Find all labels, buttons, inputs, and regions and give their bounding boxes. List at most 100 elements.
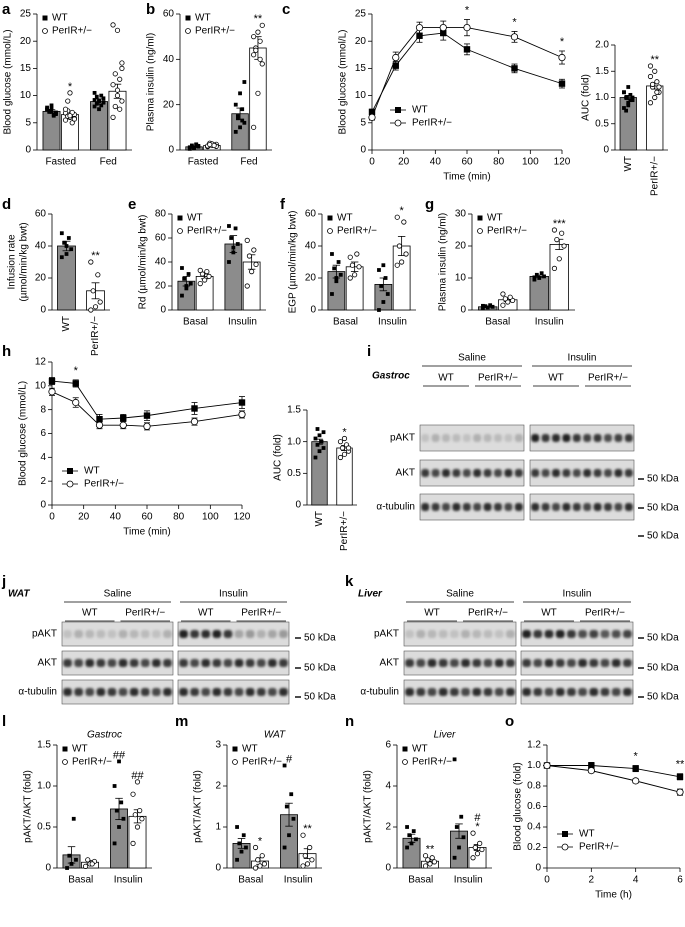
data-point: [463, 23, 471, 32]
x-tick-label: PerIR+/−: [90, 316, 101, 356]
x-tick-label: 100: [522, 157, 539, 168]
blot-band: [604, 469, 612, 477]
data-point: [199, 271, 206, 277]
data-point: [337, 454, 344, 461]
group-label: PerIR+/−: [468, 608, 508, 619]
blot-band: [163, 659, 172, 667]
data-point: [117, 825, 121, 829]
data-point: [319, 439, 324, 444]
blot-band: [522, 659, 531, 667]
y-tick-label: 40: [155, 257, 167, 268]
blot-band: [163, 688, 172, 696]
blot-band: [624, 503, 633, 511]
data-point: [94, 94, 99, 99]
data-point: [315, 442, 320, 447]
y-tick-label: 1.5: [595, 66, 609, 77]
data-point: [143, 422, 151, 430]
blot-band: [438, 688, 448, 696]
y-tick-label: 5: [360, 117, 366, 128]
blot-band: [583, 469, 592, 477]
data-point: [321, 430, 326, 435]
legend-marker: [561, 843, 569, 851]
significance: **: [426, 844, 435, 856]
y-tick-label: 1: [215, 822, 221, 833]
legend-label: WT: [187, 213, 203, 224]
data-point: [69, 862, 74, 866]
data-point: [628, 98, 633, 103]
blot-band: [279, 630, 288, 638]
x-axis-label: Time (min): [443, 172, 490, 183]
data-point: [246, 253, 253, 259]
y-tick-label: 10: [355, 90, 367, 101]
blot-band: [416, 630, 426, 638]
y-tick-label: 0: [40, 500, 46, 511]
significance: #: [286, 753, 293, 765]
blot-band: [494, 659, 504, 667]
data-point: [59, 255, 64, 260]
legend-marker: [62, 746, 68, 752]
data-point: [511, 65, 518, 72]
blot-band: [223, 630, 233, 638]
significance: **: [650, 54, 659, 66]
data-point: [112, 784, 117, 788]
blot-band: [421, 434, 430, 442]
x-tick-label: Fasted: [45, 157, 76, 168]
data-point: [336, 260, 341, 264]
blot-band: [472, 630, 482, 638]
blot-band: [578, 659, 587, 667]
blot-band: [593, 503, 602, 511]
y-tick-label: 0: [295, 500, 301, 511]
blot-band: [140, 630, 150, 638]
legend-marker: [327, 215, 333, 221]
blot-band: [190, 688, 199, 696]
data-point: [112, 103, 118, 110]
data-point: [257, 38, 263, 44]
x-tick-label: Fed: [240, 157, 257, 168]
data-point: [377, 308, 381, 312]
y-axis-label: Plasma insulin (ng/ml): [146, 33, 157, 131]
data-point: [97, 99, 101, 103]
panel-letter: m: [175, 713, 188, 730]
data-point: [561, 243, 567, 249]
blot-band: [494, 503, 502, 511]
legend-label: WT: [72, 744, 88, 755]
blot-band: [179, 688, 188, 696]
data-point: [235, 857, 239, 862]
y-tick-label: 0: [160, 305, 166, 316]
y-tick-label: 10: [35, 380, 47, 391]
data-point: [252, 865, 259, 871]
data-point: [238, 399, 246, 406]
x-tick-label: Basal: [183, 317, 208, 328]
data-point: [49, 106, 54, 111]
size-label: 50 kDa: [304, 633, 336, 644]
data-point: [204, 268, 210, 275]
x-tick-label: 120: [234, 512, 251, 523]
data-point: [97, 107, 101, 112]
y-tick-label: 10: [455, 273, 467, 284]
legend-marker: [402, 746, 408, 752]
blot-band: [256, 688, 266, 696]
y-tick-label: 0.2: [527, 842, 541, 853]
y-axis-label: Infusion rate: [7, 234, 18, 289]
y-tick-label: 80: [155, 209, 167, 220]
y-tick-label: 10: [20, 90, 32, 101]
blot-band: [63, 659, 72, 667]
data-point: [139, 816, 145, 822]
x-tick-label: Fasted: [188, 157, 219, 168]
x-tick-label: Insulin: [228, 317, 257, 328]
y-tick-label: 20: [455, 241, 467, 252]
data-point: [332, 266, 337, 271]
data-point: [347, 275, 353, 281]
data-point: [490, 304, 495, 309]
blot-band: [450, 659, 459, 667]
blot-band: [572, 434, 581, 442]
data-point: [543, 761, 551, 770]
significance: *: [634, 750, 639, 762]
data-point: [626, 100, 631, 105]
data-point: [114, 808, 119, 813]
data-point: [143, 412, 151, 419]
data-point: [110, 22, 116, 28]
data-point: [411, 829, 416, 833]
panel-letter: d: [2, 196, 11, 213]
